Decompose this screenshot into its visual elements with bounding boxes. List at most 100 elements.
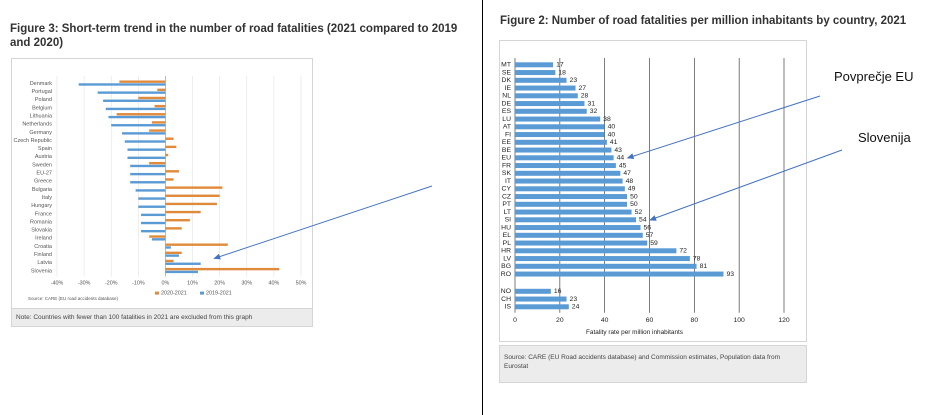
right-value-label: 48 [626,178,634,185]
right-category-label: FI [505,131,511,138]
right-value-label: 56 [644,224,652,231]
right-bar [515,248,677,254]
right-category-label: LV [503,255,511,262]
right-category-label: CZ [502,193,511,200]
right-value-label: 78 [693,255,701,262]
right-value-label: 28 [581,93,589,100]
left-category-label: Italy [42,195,52,201]
left-bar-2019-2021 [141,229,166,233]
left-legend-swatch [155,291,159,295]
right-chart: 0 20 40 60 80 100 120 Fatality rate per million… [501,58,790,336]
right-value-label: 40 [608,131,616,138]
right-value-label: 59 [650,240,658,247]
right-bar [515,263,697,269]
right-bar [515,124,605,130]
left-x-tick-label: 10% [187,281,198,287]
right-x-tick-label: 100 [733,317,745,324]
left-x-tick-label: 40% [268,281,279,287]
right-category-label: FR [502,162,511,169]
left-x-tick-label: 20% [214,281,225,287]
left-category-label: Poland [35,97,52,103]
right-value-label: 47 [623,170,631,177]
right-x-tick-label: 80 [691,317,699,324]
left-bar-2020-2021 [149,235,166,238]
right-bar [515,256,690,262]
right-bar [515,232,643,238]
right-category-label: CH [501,296,511,303]
left-bar-2020-2021 [116,113,166,116]
left-bar-2020-2021 [149,129,166,132]
left-bar-2020-2021 [165,202,217,206]
right-bar [515,116,601,122]
eu-average-label: Povprečje EU [834,69,914,84]
right-value-label: 57 [646,232,654,239]
left-bar-2020-2021 [119,80,166,83]
right-bar [515,139,607,145]
right-category-label: SI [505,217,512,224]
right-x-tick-label: 20 [556,317,564,324]
left-bar-2019-2021 [130,181,166,184]
right-value-label: 54 [639,217,647,224]
left-bar-2020-2021 [165,210,201,214]
right-category-label: PT [502,201,511,208]
left-legend-swatch [200,291,204,295]
right-bar [515,288,551,294]
right-category-label: IS [505,304,512,311]
left-bar-2019-2021 [165,246,171,249]
right-category-label: AT [503,124,511,131]
right-x-tick-label: 60 [646,317,654,324]
right-category-label: ES [502,108,512,115]
right-value-label: 45 [619,162,627,169]
left-category-label: Sweden [32,162,52,168]
right-x-axis-label: Fatality rate per million inhabitants [586,329,683,336]
annotation-arrows [213,95,843,260]
left-bar-2020-2021 [165,227,182,230]
left-category-label: Slovenia [31,268,53,274]
left-bar-2020-2021 [165,259,174,263]
left-category-label: Greece [34,179,52,185]
right-bar [515,217,637,223]
slovenia-label: Slovenija [858,130,911,145]
left-bar-2020-2021 [165,170,179,173]
right-category-label: DK [502,77,512,84]
right-value-label: 32 [590,108,598,115]
right-value-label: 44 [617,155,625,162]
left-bar-2020-2021 [138,96,166,100]
right-category-label: BE [502,147,512,154]
right-value-label: 16 [554,288,562,295]
left-bar-2019-2021 [127,148,166,151]
right-category-label: IE [505,85,512,92]
left-category-label: Netherlands [22,122,52,128]
left-category-label: Finland [34,252,52,258]
right-value-label: 24 [572,304,580,311]
right-value-label: 52 [635,209,643,216]
slovenia-arrow [649,149,843,221]
left-source-text: Source: CARE (EU road accidents database… [28,296,119,301]
right-value-label: 72 [679,248,687,255]
left-category-label: Portugal [32,89,53,95]
right-bar [515,296,567,302]
left-category-label: Ireland [35,236,52,242]
eu-arrow [626,95,821,160]
right-bar [515,147,612,153]
right-category-label: NO [501,288,511,295]
left-x-tick-label: -10% [132,281,145,287]
left-bar-2019-2021 [165,262,201,265]
right-category-label: BG [501,263,511,270]
right-value-label: 31 [587,100,595,107]
right-value-label: 38 [603,116,611,123]
right-value-label: 23 [570,296,578,303]
left-figure-note: Note: Countries with fewer than 100 fata… [16,314,253,321]
right-value-label: 93 [726,271,734,278]
left-bar-2020-2021 [165,267,280,271]
left-category-label: Romania [30,219,53,225]
right-figure-title: Figure 2: Number of road fatalities per … [500,15,907,27]
left-bar-2019-2021 [105,107,166,111]
right-x-tick-label: 0 [513,317,517,324]
left-bar-2019-2021 [124,140,166,143]
right-category-label: HU [501,224,511,231]
right-bar [515,271,724,277]
right-bar [515,108,587,114]
left-slovenia-arrow [213,185,433,260]
